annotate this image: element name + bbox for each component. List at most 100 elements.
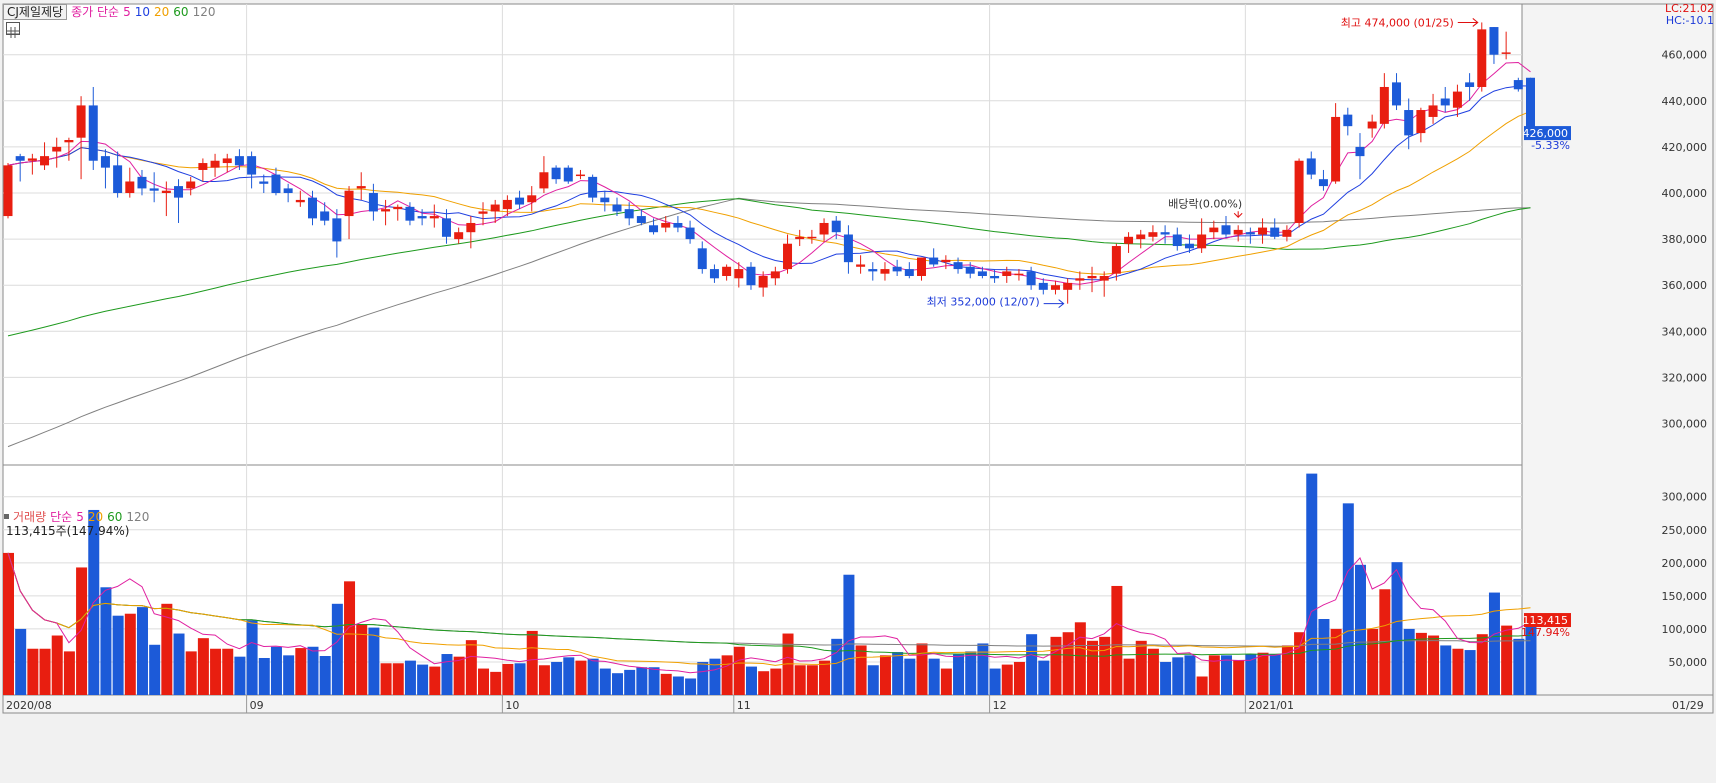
- price-tick-label: 380,000: [1662, 233, 1708, 246]
- volume-bar: [1318, 619, 1330, 695]
- volume-legend-marker: [4, 514, 9, 519]
- candle-body: [734, 269, 744, 279]
- volume-bar: [112, 615, 124, 695]
- candle-body: [795, 236, 805, 240]
- candle-body: [904, 269, 914, 276]
- x-tick-label: 12: [993, 699, 1007, 712]
- candle-body: [1026, 271, 1036, 286]
- volume-tick-label: 300,000: [1662, 491, 1708, 504]
- candle-body: [1465, 82, 1475, 87]
- volume-bar: [270, 646, 282, 695]
- volume-bar: [1221, 655, 1232, 695]
- table-icon[interactable]: [6, 22, 20, 38]
- candle-body: [1038, 282, 1048, 290]
- volume-bar: [1147, 648, 1159, 695]
- symbol-label[interactable]: CJ제일제당: [3, 4, 68, 20]
- volume-bar: [1172, 657, 1184, 695]
- last-change-label: -5.33%: [1531, 139, 1570, 152]
- volume-bar: [563, 657, 575, 695]
- candle-body: [88, 105, 98, 161]
- candle-body: [1318, 179, 1328, 187]
- volume-bar: [928, 658, 940, 695]
- volume-bar: [599, 668, 611, 695]
- volume-readout: 113,415주(147.94%): [6, 524, 130, 538]
- candle-body: [1392, 82, 1402, 106]
- candle-body: [1050, 285, 1060, 290]
- candle-body: [1416, 110, 1426, 134]
- candle-body: [1124, 236, 1134, 244]
- volume-bar: [940, 668, 952, 695]
- volume-bar: [612, 673, 623, 695]
- volume-bar: [831, 638, 843, 695]
- volume-bar: [124, 613, 136, 695]
- volume-legend-item-2: 5: [76, 510, 84, 524]
- volume-bar: [648, 667, 660, 695]
- volume-bar: [1452, 648, 1464, 695]
- candle-body: [515, 197, 525, 205]
- candle-body: [1294, 160, 1304, 223]
- volume-bar: [575, 660, 587, 695]
- dividend-arrow: [1233, 211, 1243, 218]
- candle-body: [941, 259, 951, 263]
- price-legend: CJ제일제당 종가 단순 5 10 20 60 120: [3, 4, 223, 20]
- volume-tick-label: 50,000: [1669, 656, 1708, 669]
- price-ma120-line: [7, 197, 1531, 448]
- volume-bar: [1233, 659, 1245, 695]
- candle-body: [1014, 273, 1024, 276]
- x-tick-label: 2021/01: [1248, 699, 1294, 712]
- candle-body: [856, 264, 866, 267]
- candle-body: [722, 266, 732, 276]
- volume-bar: [404, 660, 416, 695]
- volume-bar: [587, 658, 599, 695]
- candle-body: [27, 158, 37, 161]
- candle-body: [929, 257, 939, 265]
- candle-body: [892, 266, 902, 272]
- candle-body: [551, 167, 561, 180]
- candle-body: [40, 156, 50, 166]
- volume-bar: [697, 661, 709, 695]
- candle-body: [697, 248, 707, 270]
- volume-bar: [1513, 638, 1525, 695]
- volume-bar: [1184, 655, 1196, 695]
- volume-bar: [63, 651, 75, 695]
- volume-bar: [1403, 628, 1415, 695]
- candle-body: [100, 156, 110, 168]
- volume-bar: [1306, 473, 1318, 695]
- candle-body: [1099, 275, 1109, 281]
- y-axis-pane: [1521, 3, 1714, 696]
- volume-bar: [1038, 660, 1050, 695]
- volume-bar: [721, 655, 733, 695]
- candle-body: [807, 236, 817, 239]
- candle-body: [429, 216, 439, 219]
- volume-bar: [1464, 650, 1476, 695]
- volume-bar: [234, 656, 246, 695]
- high-annotation: 최고 474,000 (01/25): [1341, 16, 1454, 29]
- candle-body: [636, 216, 646, 223]
- volume-bar: [1208, 655, 1220, 695]
- volume-bar: [100, 587, 112, 695]
- volume-bar: [210, 648, 222, 695]
- candle-body: [490, 204, 500, 212]
- volume-bar: [1026, 634, 1038, 695]
- volume-legend-item-4: 60: [107, 510, 123, 524]
- candle-body: [381, 209, 391, 212]
- volume-bar: [819, 660, 831, 695]
- candle-body: [527, 195, 537, 203]
- volume-bar: [222, 648, 234, 695]
- candle-body: [454, 232, 464, 240]
- price-legend-item-2: 10: [134, 5, 150, 19]
- candle-body: [1343, 114, 1353, 127]
- volume-bar: [806, 665, 818, 695]
- volume-tick-label: 250,000: [1662, 524, 1708, 537]
- volume-tick-label: 150,000: [1662, 590, 1708, 603]
- candle-body: [600, 197, 610, 203]
- candle-body: [746, 266, 756, 286]
- candle-body: [1526, 77, 1535, 134]
- price-legend-item-3: 20: [154, 5, 170, 19]
- candle-body: [1379, 86, 1389, 124]
- candle-body: [917, 257, 926, 276]
- candle-body: [539, 172, 549, 189]
- candle-body: [1245, 232, 1255, 235]
- price-tick-label: 360,000: [1662, 279, 1708, 292]
